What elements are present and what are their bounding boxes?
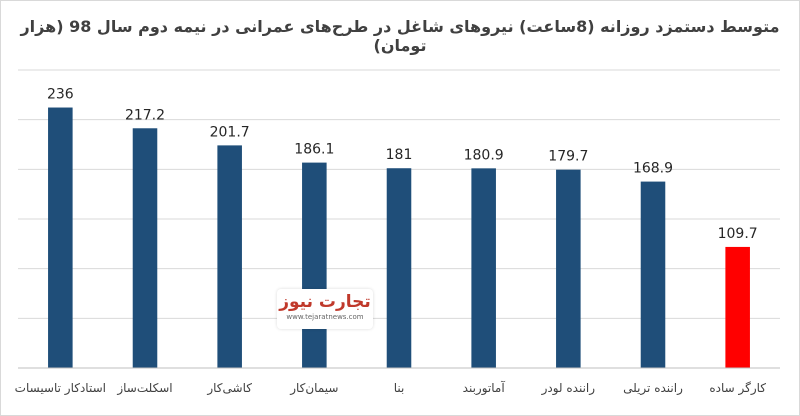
data-label: 236 [47, 87, 74, 103]
x-tick-label: راننده تریلی [623, 381, 683, 396]
x-tick-label: راننده لودر [541, 381, 596, 396]
x-tick-label: بنا [394, 381, 405, 395]
x-tick-label: اسکلت‌ساز [116, 381, 172, 396]
watermark-logo-text: تجارت نیوز [279, 292, 371, 312]
data-label: 181 [386, 147, 413, 163]
chart-title: متوسط دستمزد روزانه (8ساعت) نیروهای شاغل… [20, 17, 780, 55]
x-tick-label: کاشی‌کار [206, 381, 252, 396]
bar [640, 181, 666, 368]
bar [132, 128, 158, 368]
bar [217, 145, 242, 368]
x-tick-label: آماتوربند [463, 380, 506, 396]
bar [556, 169, 581, 368]
x-tick-label: سیمان‌کار [289, 381, 338, 396]
data-label: 186.1 [294, 142, 334, 158]
data-label: 180.9 [464, 147, 504, 163]
data-label: 179.7 [548, 149, 588, 165]
bar [471, 168, 496, 368]
x-tick-label: استادکار تاسیسات [15, 381, 106, 396]
bar [48, 107, 73, 368]
watermark-url: www.tejaratnews.com [286, 313, 364, 321]
data-label: 109.7 [718, 226, 758, 242]
bar [725, 246, 750, 368]
watermark-logo: تجارت نیوز www.tejaratnews.com [277, 289, 373, 329]
bar [386, 168, 412, 368]
bar [302, 162, 327, 368]
data-label: 201.7 [210, 124, 250, 140]
data-label: 217.2 [125, 107, 165, 123]
x-tick-label: کارگر ساده [709, 381, 766, 396]
data-label: 168.9 [633, 161, 673, 177]
